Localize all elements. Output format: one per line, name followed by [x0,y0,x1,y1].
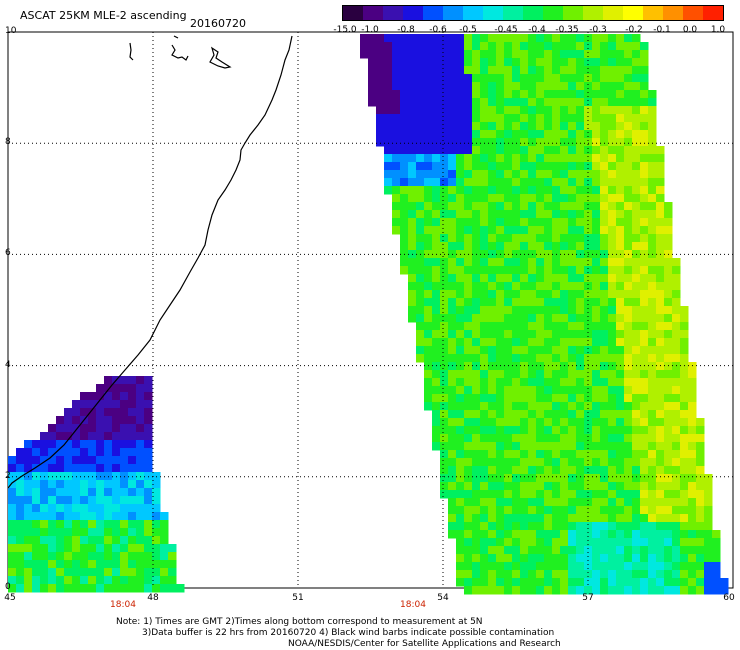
colorbar-label: -0.2 [625,25,643,35]
pass-time-label: 18:04 [400,600,426,610]
island [129,42,134,61]
colorbar-label: -0.8 [397,25,415,35]
note-line-2: 3)Data buffer is 22 hrs from 20160720 4)… [142,628,555,638]
colorbar-label: -0.4 [528,25,546,35]
colorbar-label: 1.0 [710,25,726,35]
colorbar-swatch [703,6,723,20]
wind-swaths [8,34,729,595]
colorbar-label: -0.1 [653,25,671,35]
x-tick-label: 45 [4,593,16,603]
y-tick-label: 8 [5,137,11,148]
colorbar-swatch [563,6,583,20]
colorbar-swatch [463,6,483,20]
colorbar-label: -1.0 [361,25,379,35]
island [171,44,189,61]
x-tick-label: 60 [723,593,735,603]
colorbar-swatch [503,6,523,20]
colorbar-label: -0.5 [459,25,477,35]
colorbar-labels: -15.0 -1.0 -0.8 -0.6 -0.5 -0.45 -0.4 -0.35 -0.3 -… [330,25,740,37]
colorbar-label: -0.35 [555,25,579,35]
note-line-3: NOAA/NESDIS/Center for Satellite Applica… [288,639,561,649]
colorbar-label: -0.45 [494,25,518,35]
colorbar-swatch [623,6,643,20]
product-date: 20160720 [190,17,246,30]
colorbar-swatch [383,6,403,20]
y-tick-label: 10 [5,26,17,36]
colorbar-swatch [663,6,683,20]
island [209,46,232,69]
colorbar-swatch [483,6,503,20]
colorbar [342,5,724,21]
x-tick-label: 51 [292,593,304,603]
x-tick-label: 57 [582,593,594,603]
y-tick-label: 0 [5,582,11,592]
pass-time-label: 18:04 [110,600,136,610]
colorbar-swatch [523,6,543,20]
colorbar-swatch [543,6,563,20]
island [173,35,179,39]
colorbar-swatch [443,6,463,20]
product-title: ASCAT 25KM MLE-2 ascending [20,9,187,22]
colorbar-swatch [343,6,363,20]
notes: Note: 1) Times are GMT 2)Times along bot… [116,617,561,650]
colorbar-swatch [603,6,623,20]
colorbar-swatch [683,6,703,20]
colorbar-label: -15.0 [333,25,357,35]
colorbar-swatch [583,6,603,20]
colorbar-label: -0.6 [429,25,447,35]
colorbar-swatch [363,6,383,20]
x-tick-label: 48 [147,593,159,603]
y-tick-label: 2 [5,470,11,481]
colorbar-swatch [423,6,443,20]
note-line-1: Note: 1) Times are GMT 2)Times along bot… [116,617,483,627]
plot-frame [7,31,734,589]
y-tick-label: 6 [5,248,11,259]
y-tick-label: 4 [5,359,11,370]
x-tick-label: 54 [437,593,449,603]
colorbar-label: 0.0 [682,25,698,35]
colorbar-label: -0.3 [589,25,607,35]
colorbar-swatch [643,6,663,20]
colorbar-swatch [403,6,423,20]
coastline [7,35,293,489]
